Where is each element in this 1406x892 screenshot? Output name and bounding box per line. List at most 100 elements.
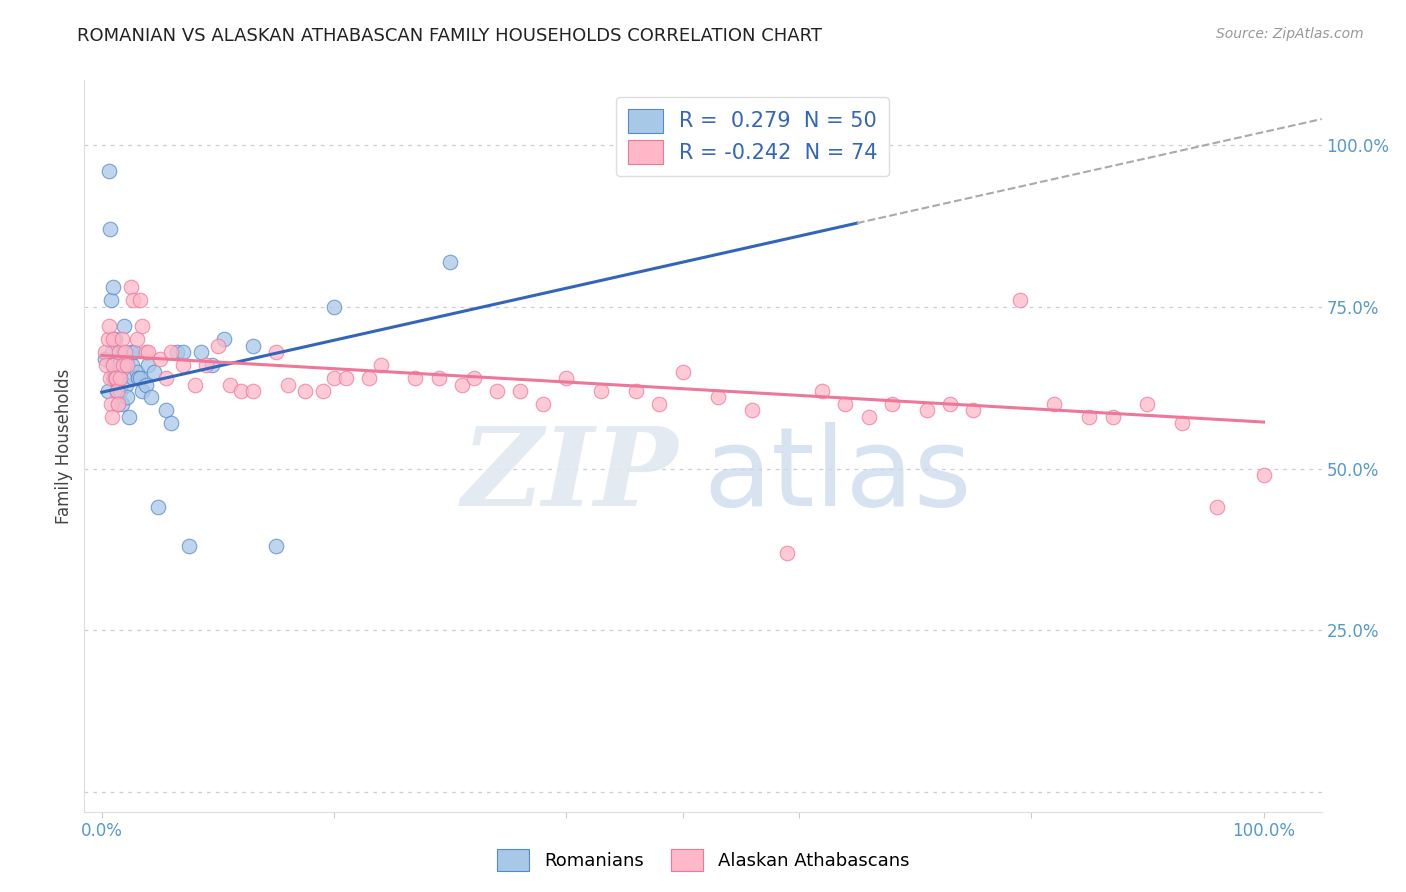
Point [107, 397, 129, 411]
Text: atlas: atlas [703, 422, 972, 529]
Point [207, 339, 229, 353]
Point [107, 397, 129, 411]
Point [131, 319, 153, 334]
Point [190, 345, 212, 359]
Text: Source: ZipAtlas.com: Source: ZipAtlas.com [1216, 27, 1364, 41]
Point [177, 539, 200, 553]
Point [648, 397, 671, 411]
Point [129, 293, 152, 308]
Point [264, 345, 287, 359]
Point [323, 300, 346, 314]
Point [195, 358, 218, 372]
Point [201, 358, 224, 372]
Point [741, 403, 763, 417]
Point [122, 293, 145, 308]
Point [136, 358, 159, 372]
Point [110, 384, 132, 398]
Point [834, 397, 856, 411]
Point [218, 377, 240, 392]
Point [104, 365, 127, 379]
Point [136, 345, 159, 359]
Point [110, 371, 132, 385]
Point [97, 332, 120, 346]
Point [103, 371, 125, 385]
Point [98, 222, 121, 236]
Point [323, 371, 346, 385]
Point [706, 391, 728, 405]
Point [135, 377, 157, 392]
Point [172, 358, 194, 372]
Point [370, 358, 392, 372]
Point [277, 377, 299, 392]
Point [264, 539, 287, 553]
Point [155, 403, 177, 417]
Point [823, 138, 845, 153]
Point [463, 371, 485, 385]
Point [1253, 468, 1275, 483]
Point [880, 397, 903, 411]
Point [555, 371, 578, 385]
Point [94, 345, 117, 359]
Point [962, 403, 984, 417]
Point [103, 371, 125, 385]
Point [101, 409, 124, 424]
Point [103, 332, 125, 346]
Point [97, 384, 120, 398]
Point [110, 397, 132, 411]
Point [1043, 397, 1066, 411]
Point [103, 358, 125, 372]
Point [120, 280, 142, 294]
Point [103, 365, 125, 379]
Point [127, 371, 149, 385]
Point [231, 384, 253, 398]
Point [242, 339, 264, 353]
Point [108, 345, 131, 359]
Point [96, 358, 118, 372]
Point [172, 345, 194, 359]
Point [98, 371, 121, 385]
Point [776, 546, 799, 560]
Point [1206, 500, 1229, 515]
Point [509, 384, 531, 398]
Point [125, 365, 148, 379]
Y-axis label: Family Households: Family Households [55, 368, 73, 524]
Point [1136, 397, 1159, 411]
Point [624, 384, 647, 398]
Point [112, 319, 135, 334]
Point [110, 332, 132, 346]
Point [125, 332, 148, 346]
Point [672, 365, 695, 379]
Point [155, 371, 177, 385]
Point [1101, 409, 1123, 424]
Point [294, 384, 316, 398]
Point [117, 409, 139, 424]
Point [858, 409, 880, 424]
Point [111, 358, 134, 372]
Point [97, 319, 120, 334]
Point [105, 384, 128, 398]
Point [166, 345, 188, 359]
Point [404, 371, 426, 385]
Point [103, 280, 125, 294]
Point [143, 365, 166, 379]
Point [1008, 293, 1031, 308]
Point [111, 345, 134, 359]
Point [100, 293, 122, 308]
Point [108, 358, 131, 372]
Point [915, 403, 938, 417]
Point [451, 377, 474, 392]
Point [108, 371, 131, 385]
Point [485, 384, 508, 398]
Point [114, 358, 136, 372]
Point [811, 384, 834, 398]
Point [122, 371, 145, 385]
Point [120, 345, 142, 359]
Point [183, 377, 205, 392]
Point [591, 384, 613, 398]
Point [94, 351, 117, 366]
Point [357, 371, 380, 385]
Text: ROMANIAN VS ALASKAN ATHABASCAN FAMILY HOUSEHOLDS CORRELATION CHART: ROMANIAN VS ALASKAN ATHABASCAN FAMILY HO… [77, 27, 823, 45]
Point [97, 164, 120, 178]
Point [1078, 409, 1101, 424]
Point [160, 345, 183, 359]
